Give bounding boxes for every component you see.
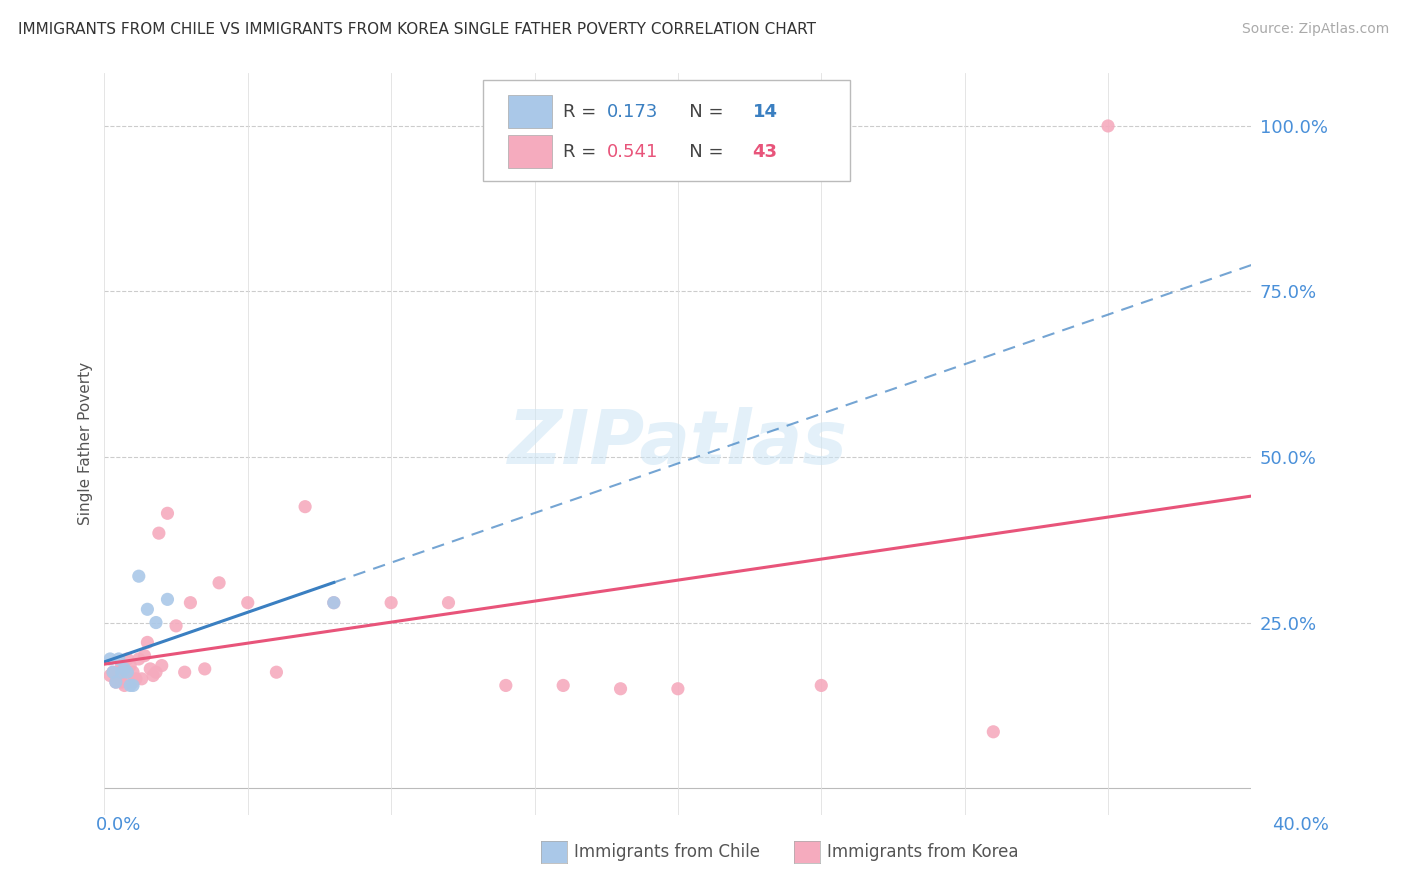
Point: [294, 500, 316, 514]
Text: 40.0%: 40.0%: [1272, 816, 1329, 834]
Text: Immigrants from Chile: Immigrants from Chile: [574, 843, 759, 861]
Point: [114, 665, 136, 680]
Point: [101, 665, 124, 680]
Point: [128, 652, 150, 666]
Text: Source: ZipAtlas.com: Source: ZipAtlas.com: [1241, 22, 1389, 37]
Point: [131, 672, 153, 686]
Point: [120, 678, 142, 692]
Point: [165, 619, 187, 633]
Point: [114, 662, 136, 676]
Text: Immigrants from Korea: Immigrants from Korea: [827, 843, 1018, 861]
Point: [145, 615, 167, 630]
Point: [117, 665, 139, 680]
Text: ZIPatlas: ZIPatlas: [508, 408, 848, 480]
Text: 0.173: 0.173: [607, 103, 658, 120]
Point: [553, 678, 575, 692]
Point: [322, 596, 344, 610]
Text: 43: 43: [752, 143, 778, 161]
Text: N =: N =: [672, 103, 730, 120]
Point: [145, 665, 167, 680]
Point: [134, 648, 156, 663]
Point: [104, 675, 127, 690]
Point: [236, 596, 259, 610]
Point: [380, 596, 402, 610]
FancyBboxPatch shape: [482, 80, 851, 180]
Point: [107, 665, 129, 680]
Point: [322, 596, 344, 610]
Point: [107, 668, 129, 682]
Text: N =: N =: [672, 143, 730, 161]
Point: [110, 665, 132, 680]
Point: [101, 665, 124, 680]
Point: [122, 678, 145, 692]
Point: [148, 526, 170, 541]
Point: [107, 652, 129, 666]
Point: [142, 668, 165, 682]
Point: [125, 672, 148, 686]
Point: [266, 665, 288, 680]
Point: [98, 652, 121, 666]
Text: R =: R =: [564, 103, 602, 120]
Text: 0.0%: 0.0%: [96, 816, 141, 834]
Point: [810, 678, 832, 692]
Point: [122, 675, 145, 690]
Point: [98, 668, 121, 682]
Point: [122, 665, 145, 680]
Point: [437, 596, 460, 610]
Point: [128, 569, 150, 583]
FancyBboxPatch shape: [508, 95, 551, 128]
Point: [173, 665, 195, 680]
Point: [194, 662, 217, 676]
Point: [179, 596, 201, 610]
Point: [609, 681, 631, 696]
Point: [495, 678, 517, 692]
Point: [981, 724, 1004, 739]
Point: [136, 635, 159, 649]
Point: [110, 675, 132, 690]
Point: [104, 675, 127, 690]
Point: [114, 678, 136, 692]
Text: R =: R =: [564, 143, 602, 161]
Point: [666, 681, 689, 696]
Text: IMMIGRANTS FROM CHILE VS IMMIGRANTS FROM KOREA SINGLE FATHER POVERTY CORRELATION: IMMIGRANTS FROM CHILE VS IMMIGRANTS FROM…: [18, 22, 817, 37]
Point: [136, 602, 159, 616]
Point: [117, 652, 139, 666]
Text: 0.541: 0.541: [607, 143, 658, 161]
Point: [156, 506, 179, 520]
Point: [1097, 119, 1119, 133]
Y-axis label: Single Father Poverty: Single Father Poverty: [79, 362, 93, 525]
FancyBboxPatch shape: [508, 135, 551, 169]
Text: 14: 14: [752, 103, 778, 120]
Point: [150, 658, 173, 673]
Point: [117, 665, 139, 680]
Point: [110, 658, 132, 673]
Point: [156, 592, 179, 607]
Point: [208, 575, 231, 590]
Point: [139, 662, 162, 676]
Point: [120, 658, 142, 673]
